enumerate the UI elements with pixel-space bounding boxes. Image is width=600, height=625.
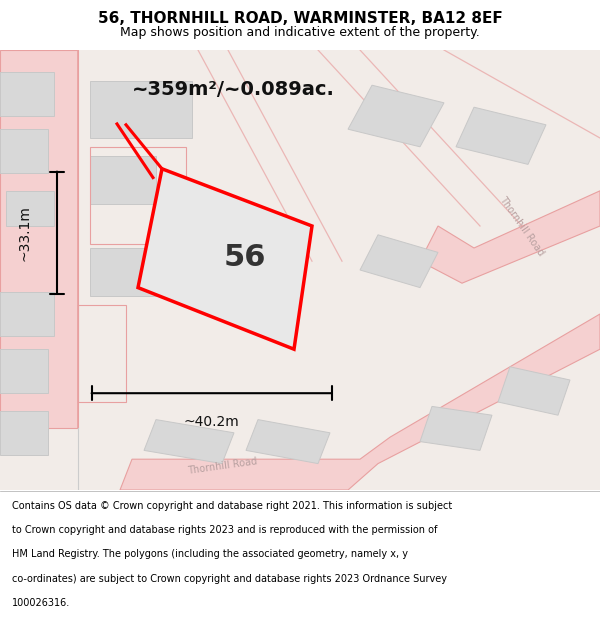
Text: to Crown copyright and database rights 2023 and is reproduced with the permissio: to Crown copyright and database rights 2… xyxy=(12,525,437,535)
Polygon shape xyxy=(456,107,546,164)
Text: co-ordinates) are subject to Crown copyright and database rights 2023 Ordnance S: co-ordinates) are subject to Crown copyr… xyxy=(12,574,447,584)
Polygon shape xyxy=(0,411,48,455)
Polygon shape xyxy=(360,235,438,288)
Polygon shape xyxy=(420,406,492,451)
Text: Contains OS data © Crown copyright and database right 2021. This information is : Contains OS data © Crown copyright and d… xyxy=(12,501,452,511)
Polygon shape xyxy=(0,349,48,393)
Text: 100026316.: 100026316. xyxy=(12,598,70,608)
Text: HM Land Registry. The polygons (including the associated geometry, namely x, y: HM Land Registry. The polygons (includin… xyxy=(12,549,408,559)
Text: ~40.2m: ~40.2m xyxy=(184,415,239,429)
Polygon shape xyxy=(0,129,48,173)
Polygon shape xyxy=(90,156,156,204)
Text: ~359m²/~0.089ac.: ~359m²/~0.089ac. xyxy=(132,80,335,99)
Polygon shape xyxy=(144,419,234,464)
Text: 56, THORNHILL ROAD, WARMINSTER, BA12 8EF: 56, THORNHILL ROAD, WARMINSTER, BA12 8EF xyxy=(98,11,502,26)
Polygon shape xyxy=(420,191,600,283)
Text: ~33.1m: ~33.1m xyxy=(17,204,31,261)
Text: Map shows position and indicative extent of the property.: Map shows position and indicative extent… xyxy=(120,26,480,39)
Polygon shape xyxy=(0,50,600,490)
Polygon shape xyxy=(6,191,54,226)
Polygon shape xyxy=(348,85,444,147)
Polygon shape xyxy=(120,314,600,490)
Polygon shape xyxy=(0,72,54,116)
Polygon shape xyxy=(138,169,312,349)
Text: 56: 56 xyxy=(223,243,266,272)
Polygon shape xyxy=(90,81,192,138)
Polygon shape xyxy=(0,292,54,336)
Polygon shape xyxy=(0,50,78,428)
Text: Thornhill Road: Thornhill Road xyxy=(187,456,257,476)
Polygon shape xyxy=(246,419,330,464)
Polygon shape xyxy=(90,248,174,296)
Polygon shape xyxy=(498,367,570,415)
Text: Thornhill Road: Thornhill Road xyxy=(498,194,546,258)
